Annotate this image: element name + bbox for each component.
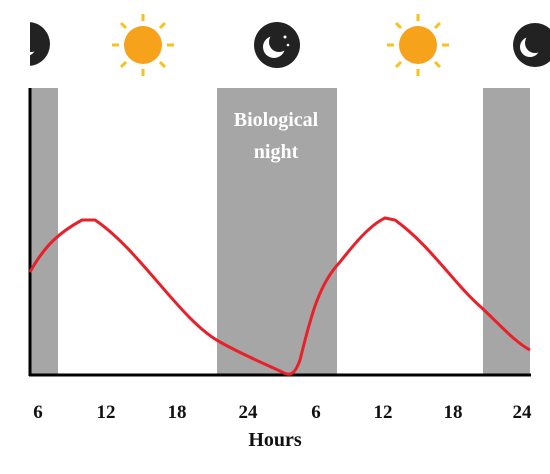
x-tick-label: 18 bbox=[168, 402, 187, 423]
night-band bbox=[483, 88, 530, 375]
annotation: Biological bbox=[234, 109, 319, 131]
x-tick-label: 18 bbox=[444, 402, 463, 423]
x-axis-title: Hours bbox=[248, 429, 302, 451]
sun-icon bbox=[112, 14, 174, 76]
night-band bbox=[217, 88, 337, 375]
annotation: night bbox=[254, 141, 299, 163]
x-tick-label: 24 bbox=[239, 402, 259, 423]
x-tick-label: 12 bbox=[374, 402, 393, 423]
rhythm-curve bbox=[28, 216, 531, 376]
night-band bbox=[30, 88, 58, 375]
x-tick-label: 6 bbox=[311, 402, 321, 423]
x-tick-labels: 6 12 18 24 6 12 18 24 bbox=[33, 402, 532, 423]
moon-icon bbox=[0, 0, 50, 80]
x-tick-label: 6 bbox=[33, 402, 43, 423]
x-tick-label: 24 bbox=[513, 402, 533, 423]
moon-icon bbox=[254, 22, 300, 68]
x-tick-label: 12 bbox=[97, 402, 116, 423]
moon-icon bbox=[513, 23, 550, 67]
sun-icon bbox=[387, 14, 449, 76]
